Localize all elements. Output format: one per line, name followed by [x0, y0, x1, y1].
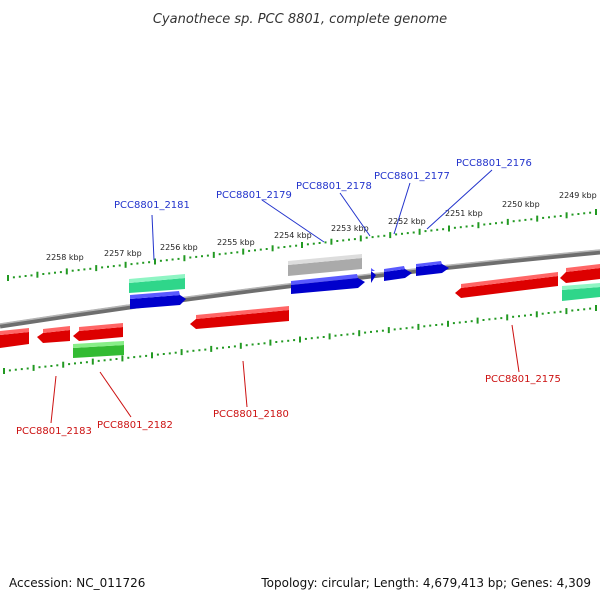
gene-2177[interactable]	[384, 266, 412, 281]
gene-2178-pseudo[interactable]	[288, 254, 362, 276]
gene-label-2175[interactable]: PCC8801_2175	[485, 374, 561, 385]
kbp-label: 2257 kbp	[104, 249, 142, 258]
gene-2181[interactable]	[130, 291, 186, 309]
gene-2180[interactable]	[190, 306, 289, 329]
gene-labels-bottom: PCC8801_2183 PCC8801_2182 PCC8801_2180 P…	[16, 374, 561, 437]
kbp-label: 2256 kbp	[160, 243, 198, 252]
kbp-label: 2255 kbp	[217, 238, 255, 247]
gene-2179[interactable]	[291, 274, 365, 294]
gene-label-2176[interactable]: PCC8801_2176	[456, 158, 532, 169]
kbp-scale-labels: 2258 kbp 2257 kbp 2256 kbp 2255 kbp 2254…	[46, 191, 597, 262]
gene-2174[interactable]	[560, 264, 600, 283]
gene-2184[interactable]	[0, 328, 29, 348]
gene-label-2183[interactable]: PCC8801_2183	[16, 426, 92, 437]
kbp-label: 2254 kbp	[274, 231, 312, 240]
gene-2182[interactable]	[73, 323, 123, 341]
kbp-label: 2251 kbp	[445, 209, 483, 218]
kbp-label: 2252 kbp	[388, 217, 426, 226]
gene-2174-rna[interactable]	[562, 283, 600, 301]
forward-features	[129, 254, 600, 309]
scale-ticks	[3, 209, 597, 374]
gene-label-2179[interactable]: PCC8801_2179	[216, 190, 292, 201]
gene-labels-top: PCC8801_2181 PCC8801_2179 PCC8801_2178 P…	[114, 158, 532, 211]
gene-2175[interactable]	[455, 272, 558, 298]
gene-label-2180[interactable]: PCC8801_2180	[213, 409, 289, 420]
gene-2176[interactable]	[416, 261, 449, 276]
gene-label-2178[interactable]: PCC8801_2178	[296, 181, 372, 192]
gene-2178[interactable]	[371, 268, 376, 283]
gene-2182-rna[interactable]	[73, 341, 124, 358]
kbp-label: 2258 kbp	[46, 253, 84, 262]
genome-title: Cyanothece sp. PCC 8801, complete genome	[153, 12, 447, 27]
kbp-label: 2250 kbp	[502, 200, 540, 209]
reverse-features	[0, 264, 600, 358]
genome-stats-text: Topology: circular; Length: 4,679,413 bp…	[261, 576, 591, 590]
gene-2181-rna[interactable]	[129, 274, 185, 293]
kbp-label: 2249 kbp	[559, 191, 597, 200]
gene-label-2177[interactable]: PCC8801_2177	[374, 171, 450, 182]
accession-text: Accession: NC_011726	[9, 576, 146, 590]
label-callouts	[50, 169, 520, 424]
gene-label-2181[interactable]: PCC8801_2181	[114, 200, 190, 211]
gene-2183[interactable]	[37, 326, 70, 343]
gene-label-2182[interactable]: PCC8801_2182	[97, 420, 173, 431]
kbp-label: 2253 kbp	[331, 224, 369, 233]
